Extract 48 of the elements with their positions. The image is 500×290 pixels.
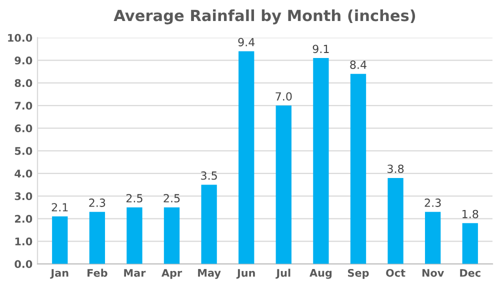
data-label: 3.5 [201,171,217,180]
data-label: 2.5 [164,194,180,202]
bar [276,106,292,264]
bar [424,212,441,264]
y-tick-label: 5.0 [14,147,32,155]
y-tick-label: 2.0 [15,214,32,223]
y-tick-label: 3.0 [14,192,32,200]
x-tick-label: Feb [88,268,108,277]
data-label: 1.8 [462,210,478,218]
x-tick-label: Jul [276,268,290,279]
y-tick-label: 4.0 [14,170,32,178]
data-label: 9.1 [312,44,329,54]
bar [126,207,142,264]
x-tick-label: May [198,269,221,279]
x-tick-label: Dec [460,269,480,277]
bar [350,74,366,264]
x-tick-label: Jan [50,269,68,279]
y-tick-label: 1.0 [15,238,32,246]
bar [462,223,478,264]
y-tick-label: 7.0 [14,102,32,110]
data-label: 2.1 [52,203,68,212]
x-tick-label: Nov [422,269,444,277]
data-label: 2.3 [424,198,441,207]
bar [52,216,68,264]
bar [238,51,254,264]
bar [201,184,217,264]
data-label: 7.0 [276,92,292,101]
x-tick-label: Oct [386,268,406,277]
y-tick-label: 9.0 [14,56,32,64]
chart-title: Average Rainfall by Month (inches) [114,9,416,24]
data-label: 9.4 [238,38,255,46]
x-tick-label: Sep [348,268,369,279]
data-label: 2.3 [89,198,106,207]
y-tick-label: 6.0 [14,124,32,132]
bar [388,178,404,264]
data-label: 8.4 [350,60,366,69]
bar [164,207,180,264]
y-tick-label: 8.0 [14,79,32,88]
x-tick-label: Aug [310,269,332,279]
x-tick-label: Mar [124,269,146,277]
bar [313,58,329,264]
data-label: 2.5 [126,194,142,202]
x-tick-label: Apr [161,269,182,279]
x-tick-label: Jun [236,269,255,279]
y-tick-label: 10.0 [8,34,32,42]
bar [89,212,106,264]
y-tick-label: 0.0 [14,260,32,268]
data-label: 3.8 [388,164,404,174]
